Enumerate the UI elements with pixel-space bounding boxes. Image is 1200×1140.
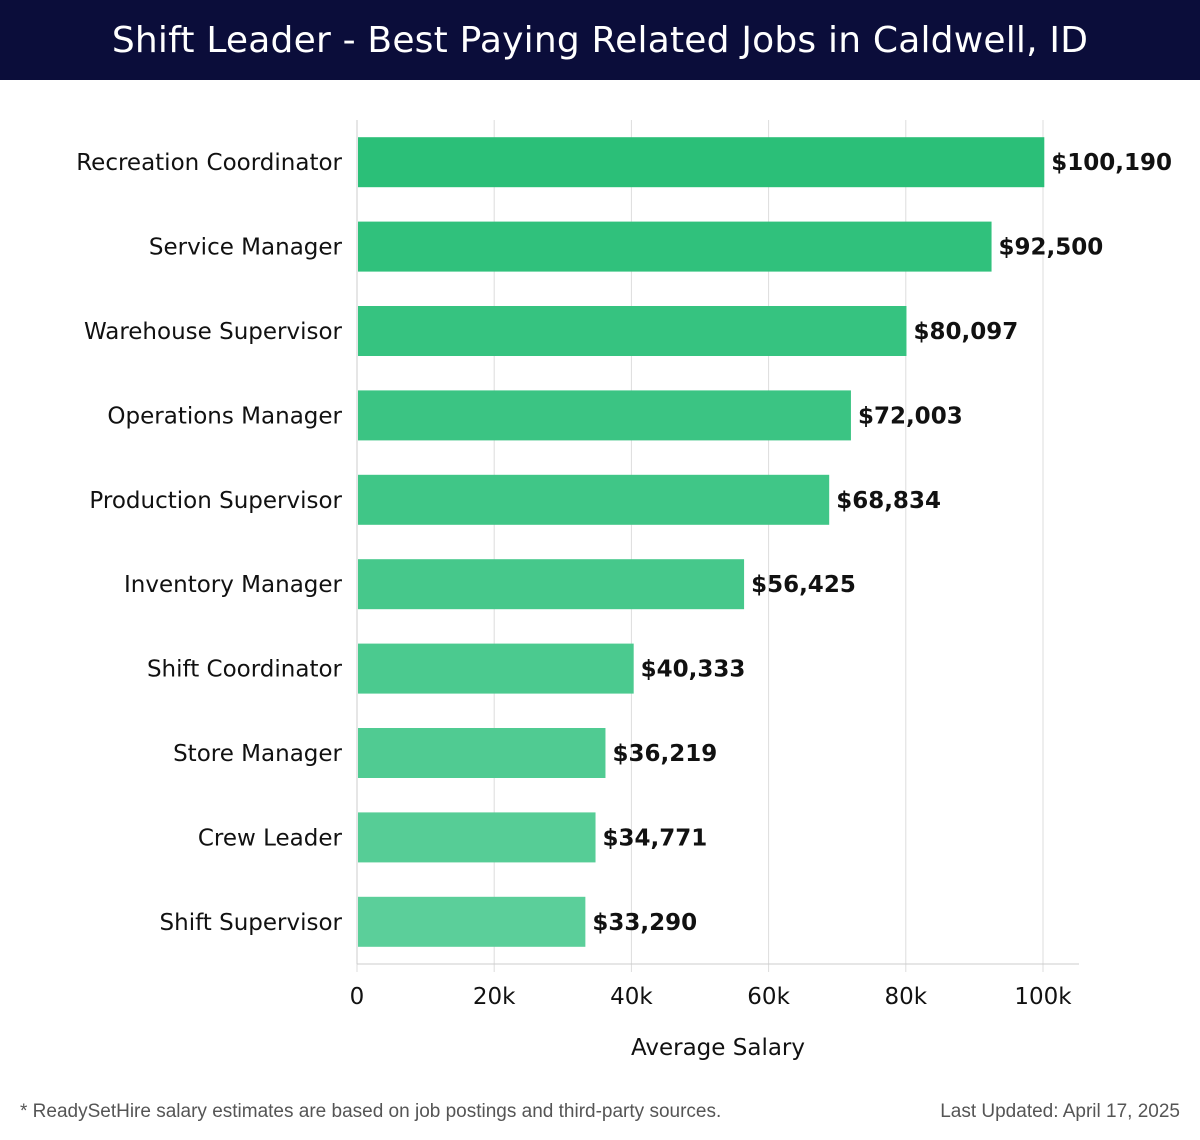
category-label: Shift Supervisor (160, 910, 343, 936)
category-label: Warehouse Supervisor (84, 319, 343, 345)
footer-note: * ReadySetHire salary estimates are base… (20, 1101, 722, 1122)
value-label: $72,003 (858, 403, 963, 429)
category-label: Service Manager (149, 235, 343, 261)
category-labels: Recreation Coordinator Service Manager War… (76, 150, 342, 936)
bar (358, 728, 606, 778)
bar (358, 643, 634, 694)
value-label: $56,425 (751, 572, 856, 598)
salary-bar-chart: 0 20k 40k 60k 80k 100k Recreation Coordinator… (76, 120, 1172, 1061)
x-tick-label: 100k (1014, 984, 1072, 1010)
bar (358, 137, 1045, 188)
category-label: Shift Coordinator (147, 657, 343, 683)
value-label: $36,219 (612, 741, 717, 767)
value-label: $34,771 (603, 825, 708, 851)
last-updated: Last Updated: April 17, 2025 (940, 1101, 1180, 1122)
value-label: $80,097 (913, 319, 1018, 345)
value-label: $100,190 (1051, 150, 1172, 176)
value-label: $68,834 (836, 488, 941, 514)
bar (358, 390, 851, 441)
value-label: $40,333 (641, 657, 746, 683)
x-tick-label: 60k (747, 984, 790, 1010)
category-label: Operations Manager (107, 403, 342, 429)
x-tick-label: 0 (350, 984, 365, 1010)
x-tick-label: 40k (610, 984, 653, 1010)
bars (358, 137, 1045, 947)
category-label: Production Supervisor (89, 488, 342, 514)
bar (358, 221, 992, 272)
chart-title: Shift Leader - Best Paying Related Jobs … (0, 0, 1200, 80)
category-label: Inventory Manager (124, 572, 343, 598)
category-label: Recreation Coordinator (76, 150, 342, 176)
bar (358, 812, 596, 863)
bar (358, 306, 907, 356)
x-tick-label: 80k (885, 984, 928, 1010)
bar (358, 474, 830, 525)
value-label: $33,290 (592, 910, 697, 936)
category-label: Store Manager (173, 741, 342, 767)
x-axis: 0 20k 40k 60k 80k 100k (350, 120, 1079, 1010)
value-labels: $100,190 $92,500 $80,097 $72,003 $68,834 $56,… (592, 150, 1172, 936)
bar (358, 896, 586, 947)
value-label: $92,500 (999, 235, 1104, 261)
x-axis-title: Average Salary (631, 1035, 805, 1061)
x-tick-label: 20k (473, 984, 516, 1010)
category-label: Crew Leader (198, 825, 343, 851)
bar (358, 559, 745, 610)
